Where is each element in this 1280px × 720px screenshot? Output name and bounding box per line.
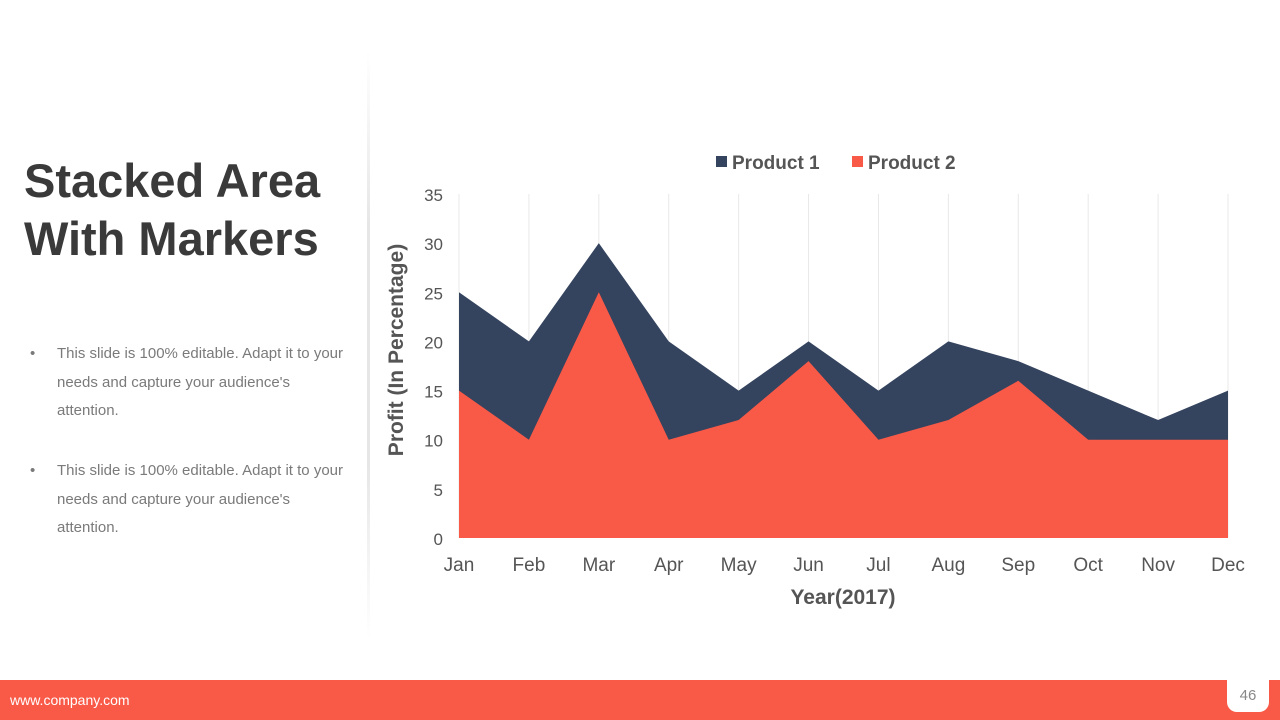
x-tick-label: Aug bbox=[931, 555, 965, 576]
x-axis-label: Year(2017) bbox=[790, 586, 895, 609]
page-number: 46 bbox=[1227, 672, 1269, 712]
x-tick-label: Feb bbox=[513, 555, 546, 576]
x-tick-label: Nov bbox=[1141, 555, 1175, 576]
divider bbox=[367, 50, 370, 640]
y-tick-label: 30 bbox=[424, 235, 443, 254]
legend-label: Product 1 bbox=[732, 153, 820, 174]
bullet-text: This slide is 100% editable. Adapt it to… bbox=[57, 462, 343, 536]
bullet-dot: • bbox=[30, 462, 36, 479]
x-tick-label: May bbox=[721, 555, 757, 576]
x-tick-label: Sep bbox=[1001, 555, 1035, 576]
bullet-text: This slide is 100% editable. Adapt it to… bbox=[57, 345, 343, 419]
x-tick-label: Apr bbox=[654, 555, 684, 576]
x-tick-label: Jan bbox=[444, 555, 475, 576]
y-tick-label: 15 bbox=[424, 383, 443, 402]
y-axis-label: Profit (In Percentage) bbox=[385, 244, 408, 456]
legend-label: Product 2 bbox=[868, 153, 956, 174]
bullet-dot: • bbox=[30, 345, 36, 362]
x-tick-label: Oct bbox=[1073, 555, 1103, 576]
y-tick-label: 0 bbox=[434, 530, 443, 549]
y-tick-label: 20 bbox=[424, 333, 443, 352]
x-tick-label: Jul bbox=[866, 555, 890, 576]
legend-swatch bbox=[852, 156, 863, 167]
footer-url[interactable]: www.company.com bbox=[10, 692, 130, 708]
y-tick-label: 35 bbox=[424, 186, 443, 205]
y-tick-label: 10 bbox=[424, 432, 443, 451]
y-tick-label: 25 bbox=[424, 284, 443, 303]
footer-bar: www.company.com bbox=[0, 680, 1280, 720]
x-tick-label: Mar bbox=[582, 555, 615, 576]
x-tick-label: Jun bbox=[793, 555, 824, 576]
legend-swatch bbox=[716, 156, 727, 167]
slide-title: Stacked Area With Markers bbox=[24, 154, 321, 265]
y-tick-label: 5 bbox=[434, 481, 443, 500]
x-tick-label: Dec bbox=[1211, 555, 1245, 576]
area-product-2 bbox=[459, 292, 1228, 538]
stacked-area-chart: 0 5 10 15 20 25 30 35 Jan Feb Mar Apr May Jun Jul Aug S… bbox=[385, 153, 1245, 609]
